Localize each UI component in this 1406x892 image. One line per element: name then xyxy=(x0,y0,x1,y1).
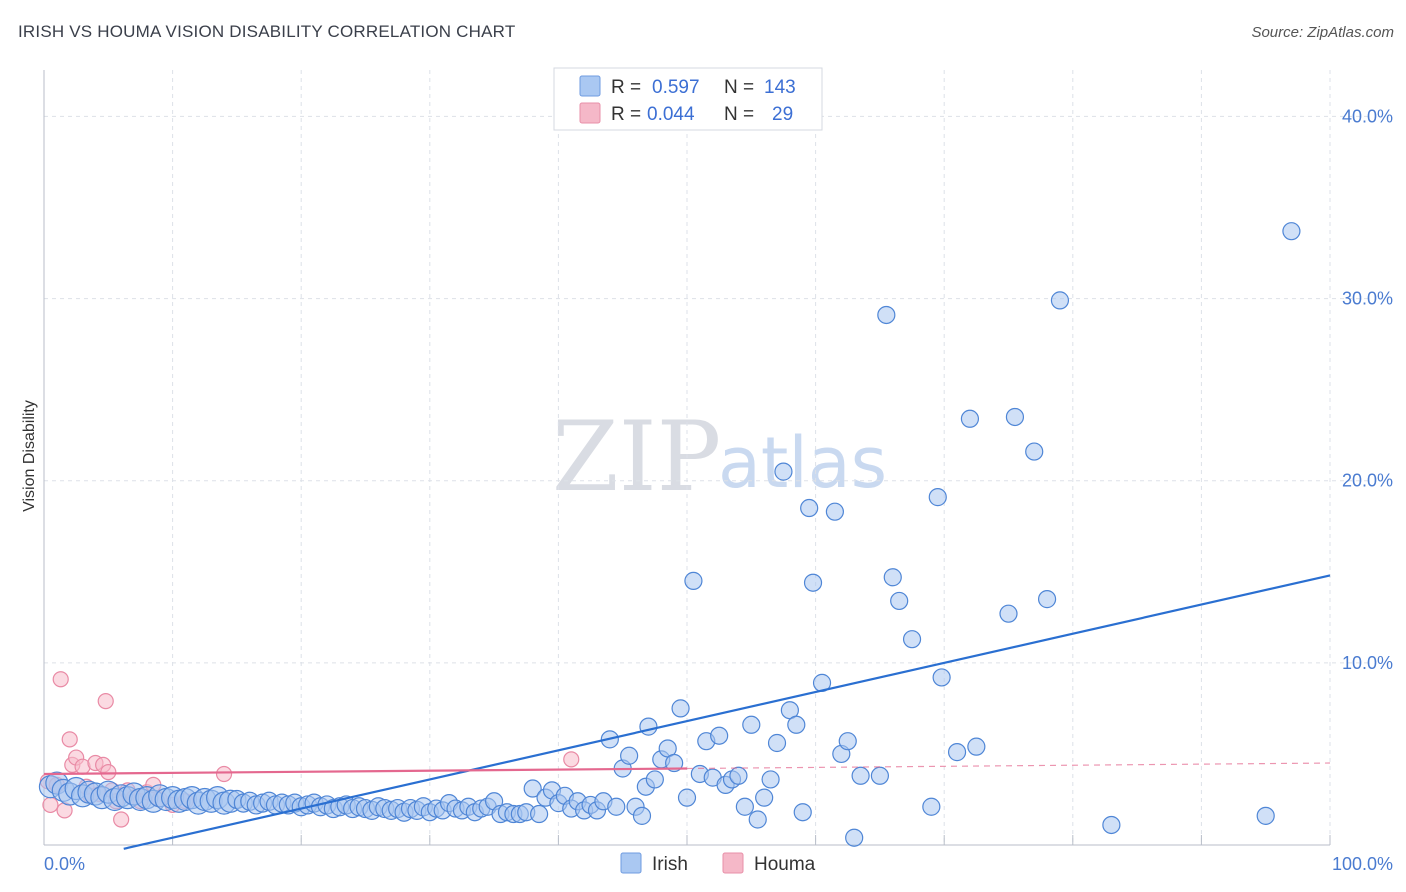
irish-series xyxy=(38,222,1301,847)
irish-point xyxy=(742,715,761,734)
irish-point xyxy=(665,753,684,773)
irish-point xyxy=(1102,815,1121,835)
bottom-legend-irish-swatch xyxy=(620,852,642,874)
axis-labels: 10.0% 20.0% 30.0% 40.0% 0.0% 100.0% Vision Dis… xyxy=(21,106,1393,874)
watermark-zip: ZIP xyxy=(552,401,721,513)
irish-point xyxy=(1025,442,1044,461)
houma-point xyxy=(113,811,130,828)
legend-irish-n-value: 143 xyxy=(764,77,796,98)
watermark-atlas: atlas xyxy=(718,422,887,504)
top-legend: R = 0.597 N = 143 R = 0.044 N = 29 xyxy=(553,67,823,131)
y-tick-label: 10.0% xyxy=(1342,653,1393,673)
irish-point xyxy=(761,770,780,789)
y-axis-label: Vision Disability xyxy=(21,400,38,512)
irish-point xyxy=(803,573,823,592)
irish-point xyxy=(774,462,793,481)
legend-houma-n-label: N = xyxy=(724,104,754,125)
irish-point xyxy=(960,409,980,428)
irish-trend-line xyxy=(123,574,1331,850)
irish-point xyxy=(932,668,951,687)
legend-houma-n-value: 29 xyxy=(772,104,793,125)
bottom-legend-irish-label: Irish xyxy=(652,854,688,875)
irish-point xyxy=(999,604,1018,623)
bottom-legend-houma-label: Houma xyxy=(754,854,816,875)
houma-point xyxy=(563,751,580,768)
irish-point xyxy=(800,498,819,518)
irish-point xyxy=(729,766,748,785)
houma-point xyxy=(42,796,59,814)
irish-point xyxy=(845,828,864,847)
irish-point xyxy=(671,699,690,718)
houma-point xyxy=(215,765,233,783)
y-tick-label: 30.0% xyxy=(1342,289,1393,309)
irish-point xyxy=(767,733,787,753)
houma-trend-line xyxy=(43,767,688,776)
irish-point xyxy=(793,803,812,822)
x-tick-label-min: 0.0% xyxy=(44,854,85,874)
legend-irish-r-label: R = xyxy=(611,77,641,98)
irish-point xyxy=(1256,806,1275,825)
irish-point xyxy=(607,797,626,816)
irish-point xyxy=(755,788,774,807)
legend-irish-r-value: 0.597 xyxy=(652,77,700,98)
legend-irish-n-label: N = xyxy=(724,77,754,98)
x-tick-label-max: 100.0% xyxy=(1332,854,1393,874)
legend-houma-r-value: 0.044 xyxy=(647,104,695,125)
irish-point xyxy=(523,779,542,798)
irish-point xyxy=(530,804,549,824)
irish-point xyxy=(1005,407,1025,427)
irish-point xyxy=(684,571,703,590)
irish-point xyxy=(677,788,697,807)
bottom-legend: Irish Houma xyxy=(620,852,816,875)
irish-point xyxy=(632,806,652,825)
irish-point xyxy=(890,591,909,611)
irish-point xyxy=(1282,222,1301,241)
irish-point xyxy=(967,737,986,756)
irish-point xyxy=(825,502,844,521)
irish-point xyxy=(710,726,729,745)
irish-point xyxy=(883,568,902,587)
irish-point xyxy=(645,770,664,789)
irish-point xyxy=(877,305,896,325)
irish-point xyxy=(748,810,767,829)
y-tick-label: 20.0% xyxy=(1342,471,1393,491)
irish-point xyxy=(1050,291,1070,310)
irish-point xyxy=(851,766,870,785)
irish-point xyxy=(639,717,658,736)
chart-source: Source: ZipAtlas.com xyxy=(1251,24,1394,41)
irish-point xyxy=(902,630,922,649)
irish-point xyxy=(1037,590,1057,609)
grid xyxy=(44,70,1370,845)
irish-point xyxy=(870,766,890,785)
legend-irish-swatch xyxy=(579,75,601,97)
legend-houma-r-label: R = xyxy=(611,104,641,125)
houma-point xyxy=(97,693,114,710)
irish-point xyxy=(922,797,941,816)
irish-point xyxy=(838,732,857,751)
chart-title: IRISH VS HOUMA VISION DISABILITY CORRELA… xyxy=(18,22,516,41)
irish-point xyxy=(928,488,947,507)
legend-houma-swatch xyxy=(579,102,601,124)
houma-trend-line-extension xyxy=(686,762,1331,770)
irish-point xyxy=(947,743,967,762)
houma-point xyxy=(61,731,78,748)
bottom-legend-houma-swatch xyxy=(722,852,744,874)
houma-point xyxy=(52,671,69,688)
irish-point xyxy=(735,797,754,816)
trend-lines xyxy=(43,574,1331,850)
irish-point xyxy=(787,715,806,734)
irish-point xyxy=(620,746,639,765)
y-tick-label: 40.0% xyxy=(1342,106,1393,126)
houma-point xyxy=(100,764,117,781)
